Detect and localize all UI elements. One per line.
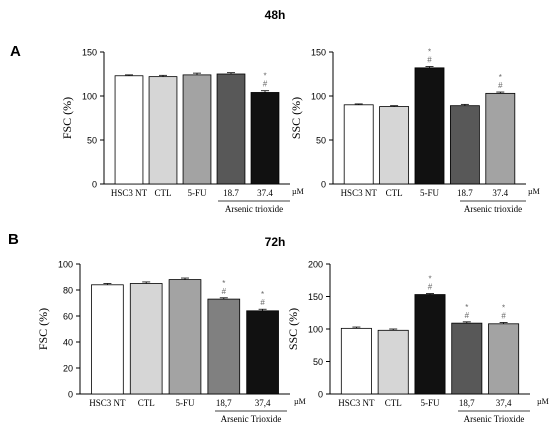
bar xyxy=(343,104,374,185)
significance-star: * xyxy=(428,275,431,284)
x-tick-label: 5-FU xyxy=(175,398,195,408)
y-tick-label: 0 xyxy=(92,180,97,190)
x-tick-label: 37.4 xyxy=(257,188,273,198)
significance-hash: # xyxy=(260,298,265,307)
bar xyxy=(114,75,144,185)
bar xyxy=(451,322,483,395)
y-tick-label: 0 xyxy=(318,390,323,400)
unit-label: µM xyxy=(528,187,540,196)
x-tick-label: 18.7 xyxy=(457,188,473,198)
bar xyxy=(91,284,124,395)
chart-a-fsc: 0 50 100 150 FSC (%) HSC3 NT CTL 5-FU 18.7 *#37.4… xyxy=(60,48,304,215)
bar xyxy=(216,73,246,185)
significance-hash: # xyxy=(263,80,268,89)
y-tick-label: 150 xyxy=(82,48,97,58)
bar xyxy=(340,327,372,395)
bar xyxy=(246,310,279,395)
significance-star: * xyxy=(222,279,225,288)
bar xyxy=(129,283,163,395)
bar xyxy=(414,67,445,185)
group-label: Arsenic trioxide xyxy=(225,204,283,214)
y-tick-label: 0 xyxy=(321,180,326,190)
bar xyxy=(414,294,446,395)
significance-hash: # xyxy=(428,283,433,292)
bar xyxy=(207,298,241,395)
x-tick-label: HSC3 NT xyxy=(89,398,126,408)
y-tick-label: 150 xyxy=(311,48,326,58)
group-label: Arsenic trioxide xyxy=(464,204,522,214)
bar xyxy=(148,76,178,185)
bar xyxy=(379,106,410,185)
x-tick-label: 37,4 xyxy=(496,398,512,408)
y-tick-label: 200 xyxy=(308,260,323,270)
bar xyxy=(182,74,212,185)
panel-b-title: 72h xyxy=(265,235,286,249)
significance-hash: # xyxy=(498,81,503,90)
x-tick-label: HSC3 NT xyxy=(338,398,375,408)
y-axis-label: FSC (%) xyxy=(36,308,50,350)
y-tick-label: 100 xyxy=(58,260,73,270)
significance-hash: # xyxy=(501,312,506,321)
significance-star: * xyxy=(428,48,431,57)
y-tick-label: 50 xyxy=(313,357,323,367)
x-tick-label: 5-FU xyxy=(420,398,440,408)
bar xyxy=(488,323,520,395)
panel-a-letter: A xyxy=(10,43,21,60)
x-tick-label: 37,4 xyxy=(255,398,271,408)
x-tick-label: 18.7 xyxy=(223,188,239,198)
bar xyxy=(449,105,480,185)
significance-hash: # xyxy=(427,56,432,65)
significance-star: * xyxy=(261,290,264,299)
y-tick-label: 60 xyxy=(63,312,73,322)
x-tick-label: CTL xyxy=(385,398,402,408)
y-tick-label: 0 xyxy=(68,390,73,400)
bar xyxy=(377,329,409,395)
x-tick-label: 18,7 xyxy=(216,398,232,408)
y-tick-label: 20 xyxy=(63,364,73,374)
x-tick-label: 5-FU xyxy=(420,188,440,198)
y-axis-label: SSC (%) xyxy=(286,308,300,350)
x-tick-label: HSC3 NT xyxy=(111,188,148,198)
y-axis-label: SSC (%) xyxy=(289,97,303,139)
x-tick-label: CTL xyxy=(386,188,403,198)
group-label: Arsenic Trioxide xyxy=(464,414,525,424)
significance-hash: # xyxy=(465,311,470,320)
unit-label: µM xyxy=(292,187,304,196)
significance-star: * xyxy=(465,303,468,312)
y-tick-label: 150 xyxy=(308,292,323,302)
significance-star: * xyxy=(499,73,502,82)
y-tick-label: 100 xyxy=(311,92,326,102)
significance-hash: # xyxy=(222,287,227,296)
y-tick-label: 80 xyxy=(63,286,73,296)
significance-star: * xyxy=(502,304,505,313)
y-tick-label: 40 xyxy=(63,338,73,348)
y-tick-label: 50 xyxy=(87,136,97,146)
panel-b-letter: B xyxy=(8,231,19,248)
x-tick-label: 37.4 xyxy=(492,188,508,198)
x-tick-label: CTL xyxy=(155,188,172,198)
panel-a-title: 48h xyxy=(265,8,286,22)
y-axis-label: FSC (%) xyxy=(60,97,74,139)
unit-label: µM xyxy=(294,397,306,406)
bar xyxy=(250,92,280,185)
significance-star: * xyxy=(263,72,266,81)
y-tick-label: 100 xyxy=(82,92,97,102)
x-tick-label: 18,7 xyxy=(459,398,475,408)
unit-label: µM xyxy=(537,397,549,406)
bar xyxy=(485,92,516,185)
bar xyxy=(168,279,202,395)
y-tick-label: 100 xyxy=(308,325,323,335)
x-tick-label: CTL xyxy=(138,398,155,408)
x-tick-label: 5-FU xyxy=(187,188,207,198)
x-tick-label: HSC3 NT xyxy=(341,188,378,198)
y-tick-label: 50 xyxy=(316,136,326,146)
group-label: Arsenic Trioxide xyxy=(221,414,282,424)
